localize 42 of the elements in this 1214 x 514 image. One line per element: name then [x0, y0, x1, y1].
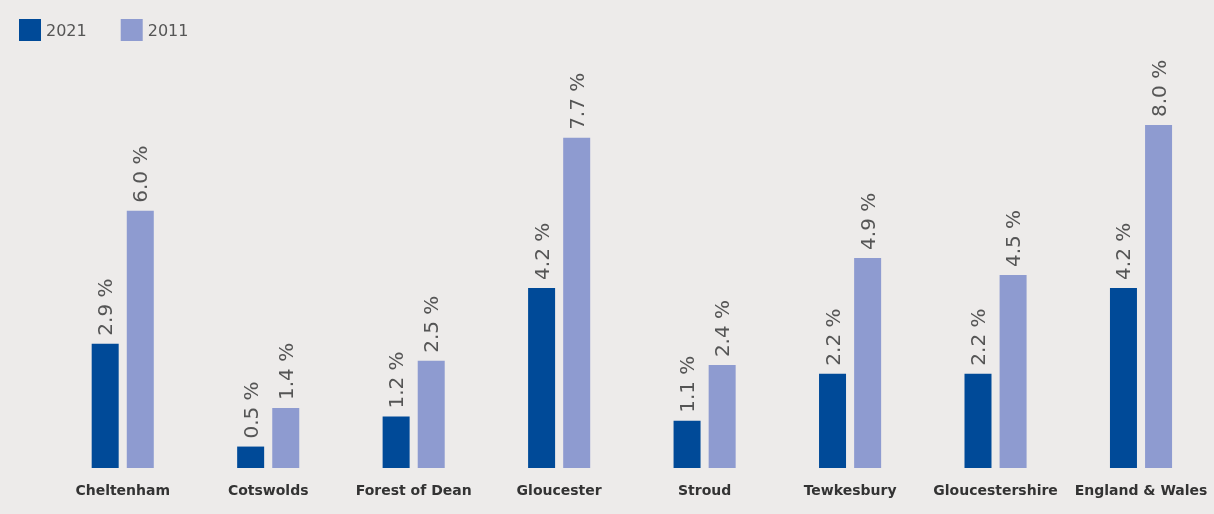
legend-label: 2021	[46, 20, 87, 40]
bar	[854, 257, 882, 468]
bar	[382, 416, 410, 468]
data-label: 2.2 %	[820, 308, 845, 366]
data-label: 2.9 %	[93, 278, 118, 336]
bar	[1109, 287, 1137, 468]
bar	[237, 446, 265, 468]
bar	[964, 373, 992, 468]
data-label: 2.5 %	[419, 295, 444, 353]
legend-label: 2011	[147, 20, 189, 40]
x-tick-label: Gloucestershire	[933, 482, 1058, 498]
data-label: 4.2 %	[529, 222, 554, 280]
data-label: 2.4 %	[710, 299, 735, 358]
bar	[999, 275, 1027, 468]
x-tick-label: Tewkesbury	[803, 482, 897, 498]
data-label: 6.0 %	[128, 145, 153, 203]
x-tick-label: England & Wales	[1074, 482, 1208, 498]
bar	[673, 420, 701, 468]
bar	[91, 343, 119, 468]
data-label: 0.5 %	[238, 381, 263, 439]
bar	[819, 373, 847, 468]
bar	[563, 137, 591, 468]
bar	[272, 407, 300, 468]
data-label: 8.0 %	[1146, 59, 1171, 117]
data-label: 1.4 %	[273, 342, 298, 400]
data-label: 4.2 %	[1111, 222, 1136, 280]
x-tick-label: Cheltenham	[75, 482, 171, 498]
data-label: 4.5 %	[1001, 209, 1026, 268]
bar	[417, 360, 445, 468]
bar	[528, 287, 556, 468]
data-label: 1.2 %	[384, 351, 409, 409]
data-label: 4.9 %	[855, 192, 880, 250]
x-tick-label: Stroud	[677, 482, 732, 498]
x-tick-label: Forest of Dean	[355, 482, 472, 498]
data-label: 7.7 %	[564, 72, 589, 130]
bar	[708, 365, 736, 468]
bar	[126, 210, 154, 468]
bar	[1145, 125, 1173, 468]
x-tick-label: Gloucester	[516, 482, 602, 498]
data-label: 1.1 %	[675, 355, 700, 413]
x-tick-label: Cotswolds	[227, 482, 309, 498]
data-label: 2.2 %	[966, 308, 990, 366]
